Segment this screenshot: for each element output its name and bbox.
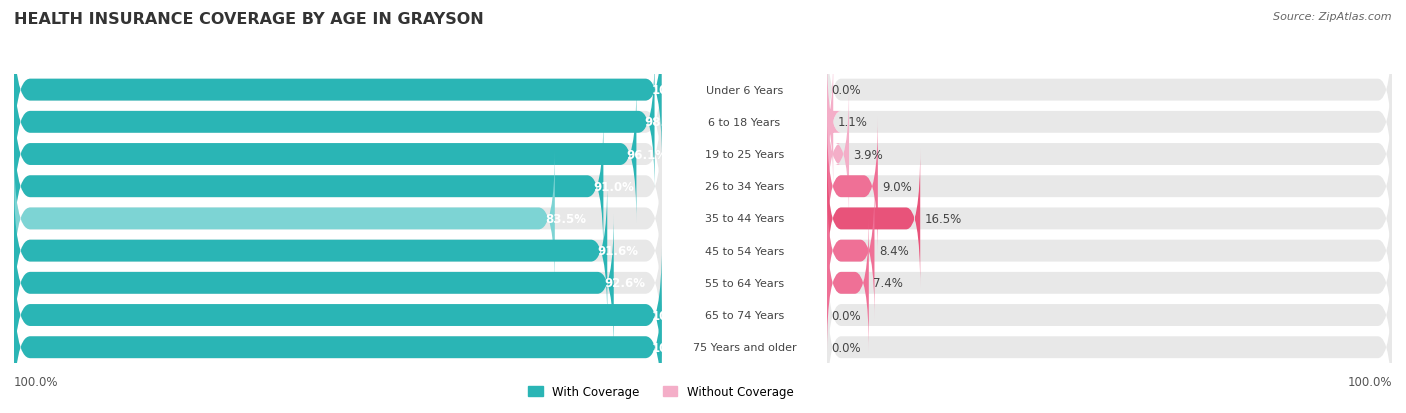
FancyBboxPatch shape <box>827 182 1392 320</box>
Text: Under 6 Years: Under 6 Years <box>706 85 783 95</box>
Text: HEALTH INSURANCE COVERAGE BY AGE IN GRAYSON: HEALTH INSURANCE COVERAGE BY AGE IN GRAY… <box>14 12 484 27</box>
FancyBboxPatch shape <box>14 278 662 413</box>
Text: Source: ZipAtlas.com: Source: ZipAtlas.com <box>1274 12 1392 22</box>
Text: 1.1%: 1.1% <box>838 116 868 129</box>
Text: 100.0%: 100.0% <box>652 309 700 322</box>
Text: 83.5%: 83.5% <box>546 212 586 225</box>
Text: 96.1%: 96.1% <box>627 148 668 161</box>
Text: 55 to 64 Years: 55 to 64 Years <box>704 278 785 288</box>
FancyBboxPatch shape <box>14 53 655 192</box>
Text: 7.4%: 7.4% <box>873 277 903 290</box>
FancyBboxPatch shape <box>14 117 662 256</box>
FancyBboxPatch shape <box>827 150 1392 288</box>
FancyBboxPatch shape <box>14 246 662 385</box>
FancyBboxPatch shape <box>14 85 637 224</box>
Text: 19 to 25 Years: 19 to 25 Years <box>704 150 785 160</box>
Text: 100.0%: 100.0% <box>1347 375 1392 388</box>
FancyBboxPatch shape <box>827 278 1392 413</box>
Text: 8.4%: 8.4% <box>879 244 908 257</box>
FancyBboxPatch shape <box>665 337 824 358</box>
Text: 91.0%: 91.0% <box>593 180 634 193</box>
FancyBboxPatch shape <box>665 144 824 166</box>
Text: 45 to 54 Years: 45 to 54 Years <box>704 246 785 256</box>
FancyBboxPatch shape <box>14 150 555 288</box>
FancyBboxPatch shape <box>665 112 824 133</box>
FancyBboxPatch shape <box>827 150 920 288</box>
FancyBboxPatch shape <box>14 214 614 353</box>
FancyBboxPatch shape <box>665 240 824 262</box>
Text: 65 to 74 Years: 65 to 74 Years <box>704 310 785 320</box>
FancyBboxPatch shape <box>14 214 662 353</box>
Text: 100.0%: 100.0% <box>14 375 59 388</box>
Legend: With Coverage, Without Coverage: With Coverage, Without Coverage <box>523 381 799 403</box>
Text: 9.0%: 9.0% <box>883 180 912 193</box>
FancyBboxPatch shape <box>827 117 1392 256</box>
Text: 26 to 34 Years: 26 to 34 Years <box>704 182 785 192</box>
FancyBboxPatch shape <box>14 21 662 160</box>
Text: 6 to 18 Years: 6 to 18 Years <box>709 118 780 128</box>
Text: 75 Years and older: 75 Years and older <box>693 342 796 352</box>
Text: 100.0%: 100.0% <box>652 84 700 97</box>
FancyBboxPatch shape <box>827 21 1392 160</box>
FancyBboxPatch shape <box>665 79 824 101</box>
Text: 3.9%: 3.9% <box>853 148 883 161</box>
FancyBboxPatch shape <box>827 117 877 256</box>
FancyBboxPatch shape <box>827 246 1392 385</box>
Text: 100.0%: 100.0% <box>652 341 700 354</box>
FancyBboxPatch shape <box>827 53 1392 192</box>
Text: 16.5%: 16.5% <box>925 212 962 225</box>
FancyBboxPatch shape <box>665 176 824 198</box>
Text: 0.0%: 0.0% <box>831 341 860 354</box>
Text: 98.9%: 98.9% <box>645 116 686 129</box>
FancyBboxPatch shape <box>827 85 849 224</box>
Text: 0.0%: 0.0% <box>831 84 860 97</box>
FancyBboxPatch shape <box>14 150 662 288</box>
Text: 0.0%: 0.0% <box>831 309 860 322</box>
FancyBboxPatch shape <box>827 214 869 353</box>
FancyBboxPatch shape <box>820 53 841 192</box>
FancyBboxPatch shape <box>665 208 824 230</box>
FancyBboxPatch shape <box>827 214 1392 353</box>
FancyBboxPatch shape <box>827 85 1392 224</box>
FancyBboxPatch shape <box>14 278 662 413</box>
Text: 91.6%: 91.6% <box>598 244 638 257</box>
FancyBboxPatch shape <box>14 182 607 320</box>
FancyBboxPatch shape <box>14 21 662 160</box>
FancyBboxPatch shape <box>14 53 662 192</box>
Text: 92.6%: 92.6% <box>605 277 645 290</box>
Text: 35 to 44 Years: 35 to 44 Years <box>704 214 785 224</box>
FancyBboxPatch shape <box>14 85 662 224</box>
FancyBboxPatch shape <box>14 182 662 320</box>
FancyBboxPatch shape <box>827 182 875 320</box>
FancyBboxPatch shape <box>14 117 603 256</box>
FancyBboxPatch shape <box>14 246 662 385</box>
FancyBboxPatch shape <box>665 272 824 294</box>
FancyBboxPatch shape <box>665 304 824 326</box>
